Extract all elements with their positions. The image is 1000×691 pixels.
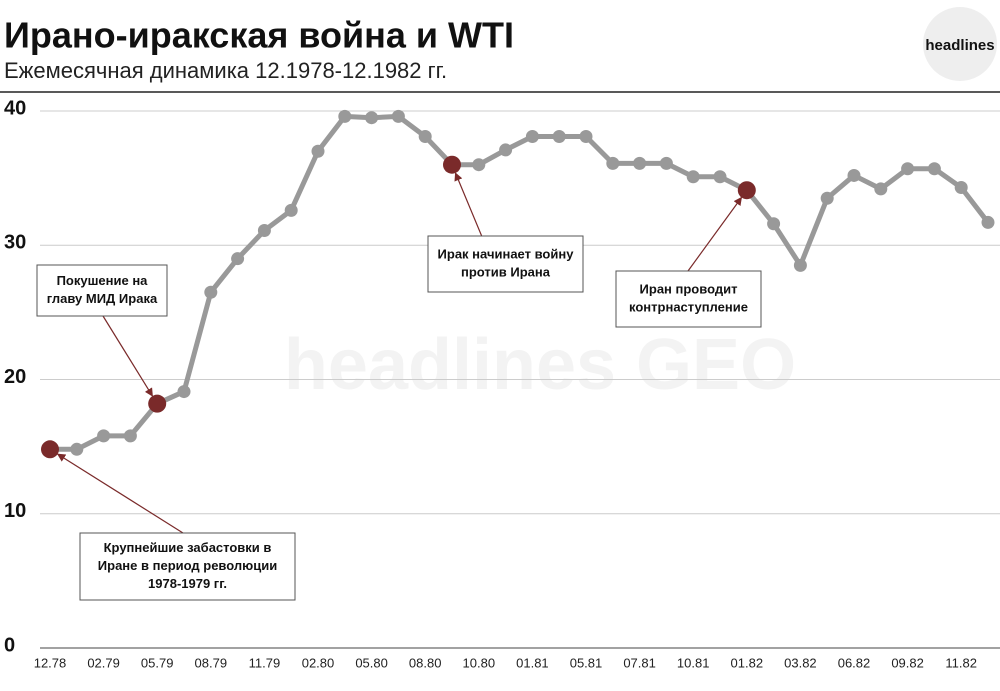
x-tick-label: 03.82 xyxy=(784,655,817,670)
annotation-text: Иране в период революции xyxy=(98,558,277,573)
annotation-arrow xyxy=(102,315,153,397)
point xyxy=(820,191,834,205)
point xyxy=(874,182,888,196)
x-tick-label: 05.81 xyxy=(570,655,603,670)
point xyxy=(97,429,111,443)
annotation-text: 1978-1979 гг. xyxy=(148,576,227,591)
point xyxy=(311,144,325,158)
y-tick-label: 30 xyxy=(4,232,26,254)
x-tick-label: 11.82 xyxy=(945,655,977,670)
annotation-text: Ирак начинает войну xyxy=(438,246,575,261)
x-tick-label: 02.79 xyxy=(87,655,120,670)
logo-circle xyxy=(923,7,997,81)
point xyxy=(927,162,941,176)
y-tick-label: 40 xyxy=(4,97,26,119)
x-tick-label: 11.79 xyxy=(249,655,281,670)
x-tick-label: 05.80 xyxy=(355,655,388,670)
x-tick-label: 09.82 xyxy=(891,655,924,670)
annotation-text: Иран проводит xyxy=(640,281,738,296)
watermark: headlines GEO xyxy=(284,325,796,405)
point xyxy=(525,130,539,144)
annotation-text: Покушение на xyxy=(57,273,149,288)
point xyxy=(365,111,379,125)
point xyxy=(418,130,432,144)
x-tick-label: 01.82 xyxy=(731,655,764,670)
point xyxy=(231,252,245,266)
y-tick-label: 0 xyxy=(4,634,15,656)
point xyxy=(793,258,807,272)
x-tick-label: 08.79 xyxy=(195,655,228,670)
annotation-arrow xyxy=(687,196,742,272)
point xyxy=(257,223,271,237)
annotation-text: против Ирана xyxy=(461,264,551,279)
point xyxy=(606,156,620,170)
point xyxy=(901,162,915,176)
point xyxy=(659,156,673,170)
annotation-text: контрнаступление xyxy=(629,299,748,314)
point xyxy=(579,130,593,144)
point xyxy=(633,156,647,170)
point xyxy=(70,442,84,456)
point xyxy=(686,170,700,184)
x-tick-label: 02.80 xyxy=(302,655,335,670)
annotation-box xyxy=(36,264,168,317)
point xyxy=(981,215,995,229)
highlight-point xyxy=(41,440,59,459)
point xyxy=(767,217,781,231)
point xyxy=(472,158,486,172)
point xyxy=(284,203,298,217)
point xyxy=(177,385,191,399)
point xyxy=(391,109,405,123)
point xyxy=(552,130,566,144)
y-tick-label: 20 xyxy=(4,366,26,388)
annotation-text: Крупнейшие забастовки в xyxy=(104,540,272,555)
annotation-box xyxy=(79,532,296,601)
highlight-point xyxy=(148,394,167,413)
chart-title: Ирано-иракская война и WTI xyxy=(4,15,514,56)
x-tick-label: 01.81 xyxy=(516,655,549,670)
point xyxy=(847,168,861,182)
annotation-box xyxy=(615,270,762,328)
annotation-text: главу МИД Ирака xyxy=(47,291,158,306)
point xyxy=(123,429,137,443)
point xyxy=(954,181,968,195)
logo: headlines xyxy=(925,37,994,54)
point xyxy=(338,109,352,123)
point xyxy=(713,170,727,184)
chart-subtitle: Ежемесячная динамика 12.1978-12.1982 гг. xyxy=(4,58,447,83)
x-tick-label: 08.80 xyxy=(409,655,442,670)
x-tick-label: 12.78 xyxy=(34,655,67,670)
x-tick-label: 05.79 xyxy=(141,655,174,670)
highlight-point xyxy=(737,181,756,200)
x-tick-label: 10.81 xyxy=(677,655,710,670)
annotation-box xyxy=(427,235,584,293)
point xyxy=(499,143,513,157)
x-tick-label: 07.81 xyxy=(623,655,656,670)
annotation-arrow xyxy=(56,453,184,534)
highlight-point xyxy=(443,155,461,174)
y-tick-label: 10 xyxy=(4,500,26,522)
x-tick-label: 06.82 xyxy=(838,655,871,670)
x-tick-label: 10.80 xyxy=(463,655,496,670)
point xyxy=(204,285,218,299)
